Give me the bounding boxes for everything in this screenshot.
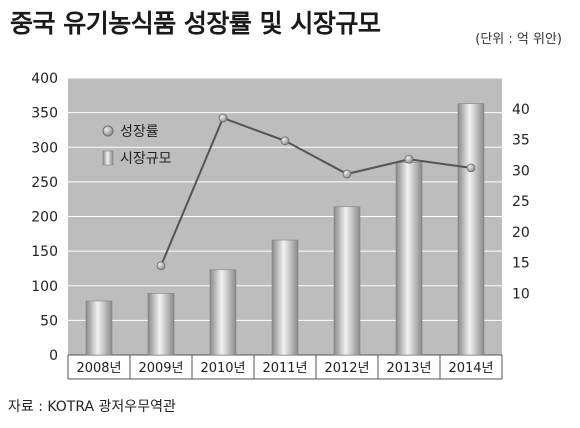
legend-label-market: 시장규모 bbox=[120, 151, 172, 167]
right-axis-ticks: 10 15 20 25 30 35 40 bbox=[512, 102, 530, 303]
left-tick-label: 250 bbox=[31, 175, 58, 191]
growth-point-2009년 bbox=[156, 261, 166, 271]
left-axis-ticks: 0 50 100 150 200 250 300 350 400 bbox=[31, 71, 58, 364]
right-tick-label: 20 bbox=[512, 225, 530, 241]
growth-point-2014년 bbox=[466, 163, 476, 173]
line-series bbox=[156, 113, 476, 271]
legend: 성장률 시장규모 bbox=[102, 124, 172, 167]
category-axis-ticks: 2008년 2009년 2010년 2011년 2012년 2013년 2014년 bbox=[76, 361, 493, 376]
right-tick-label: 35 bbox=[512, 133, 530, 149]
left-tick-label: 0 bbox=[49, 348, 58, 364]
growth-point-2011년 bbox=[280, 136, 290, 146]
left-tick-label: 300 bbox=[31, 140, 58, 156]
category-label: 2013년 bbox=[386, 361, 431, 376]
bar-2009년 bbox=[147, 293, 175, 356]
source-note: 자료 : KOTRA 광저우무역관 bbox=[8, 399, 176, 415]
bar-2012년 bbox=[333, 206, 361, 356]
right-tick-label: 30 bbox=[512, 163, 530, 179]
growth-point-2012년 bbox=[342, 169, 352, 179]
bar-2010년 bbox=[209, 269, 237, 356]
left-tick-label: 50 bbox=[40, 313, 58, 329]
bar-2013년 bbox=[395, 162, 423, 356]
left-tick-label: 350 bbox=[31, 106, 58, 122]
bar-2008년 bbox=[85, 300, 113, 356]
category-label: 2010년 bbox=[200, 361, 245, 376]
chart-title: 중국 유기농식품 성장률 및 시장규모 bbox=[10, 9, 381, 38]
legend-marker-growth bbox=[102, 125, 114, 137]
right-tick-label: 40 bbox=[512, 102, 530, 118]
category-label: 2012년 bbox=[324, 361, 369, 376]
category-label: 2009년 bbox=[138, 361, 183, 376]
right-tick-label: 25 bbox=[512, 194, 530, 210]
bar-series bbox=[85, 103, 485, 356]
bar-2014년 bbox=[457, 103, 485, 356]
right-tick-label: 10 bbox=[512, 286, 530, 302]
left-tick-label: 200 bbox=[31, 210, 58, 226]
right-tick-label: 15 bbox=[512, 256, 530, 272]
left-tick-label: 100 bbox=[31, 279, 58, 295]
category-label: 2014년 bbox=[448, 361, 493, 376]
growth-point-2013년 bbox=[404, 154, 414, 164]
growth-line bbox=[160, 116, 472, 267]
category-label: 2011년 bbox=[262, 361, 307, 376]
legend-marker-market bbox=[102, 150, 114, 166]
legend-label-growth: 성장률 bbox=[120, 124, 159, 140]
bar-2011년 bbox=[271, 239, 299, 356]
left-tick-label: 150 bbox=[31, 244, 58, 260]
unit-label: (단위 : 억 위안) bbox=[475, 32, 562, 47]
category-label: 2008년 bbox=[76, 361, 121, 376]
growth-point-2010년 bbox=[218, 113, 228, 123]
left-tick-label: 400 bbox=[31, 71, 58, 87]
